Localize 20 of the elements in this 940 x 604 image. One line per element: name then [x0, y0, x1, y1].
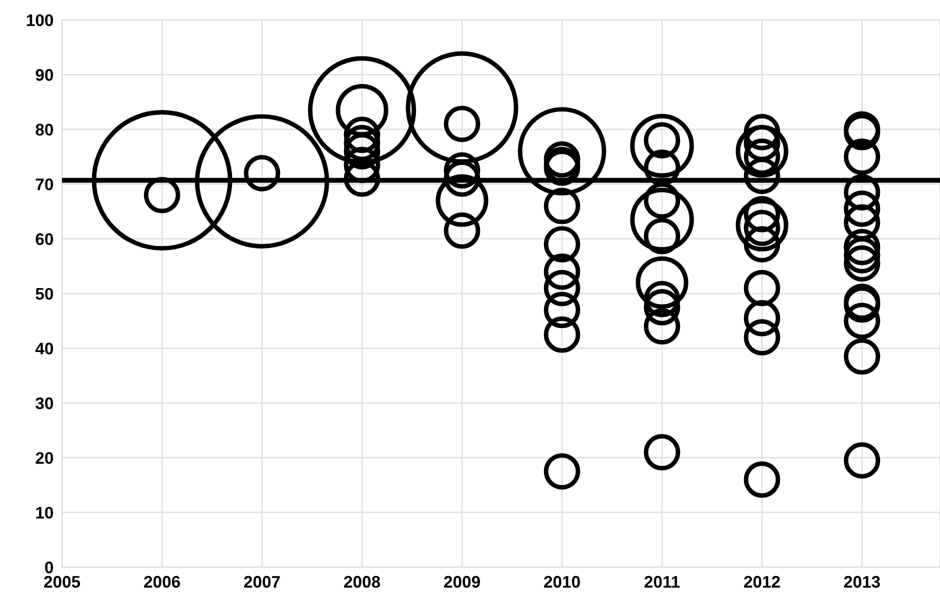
y-tick-label: 100: [26, 14, 54, 26]
x-tick-label: 2005: [44, 576, 80, 588]
x-tick-label: 2012: [744, 576, 780, 588]
y-tick-label: 20: [36, 452, 54, 464]
x-tick-label: 2010: [544, 576, 580, 588]
x-tick-label: 2013: [844, 576, 880, 588]
x-tick-label: 2008: [344, 576, 380, 588]
y-tick-label: 80: [36, 124, 54, 136]
x-tick-label: 2006: [144, 576, 180, 588]
x-tick-label: 2007: [244, 576, 280, 588]
x-tick-label: 2009: [444, 576, 480, 588]
x-tick-label: 2011: [644, 576, 680, 588]
y-tick-label: 60: [36, 233, 54, 246]
y-tick-label: 0: [45, 562, 54, 574]
y-tick-label: 70: [36, 178, 54, 190]
y-tick-label: 30: [36, 397, 54, 410]
y-tick-label: 90: [36, 69, 54, 81]
y-tick-label: 40: [35, 342, 54, 354]
y-tick-label: 50: [36, 288, 54, 300]
y-tick-label: 10: [36, 506, 54, 519]
